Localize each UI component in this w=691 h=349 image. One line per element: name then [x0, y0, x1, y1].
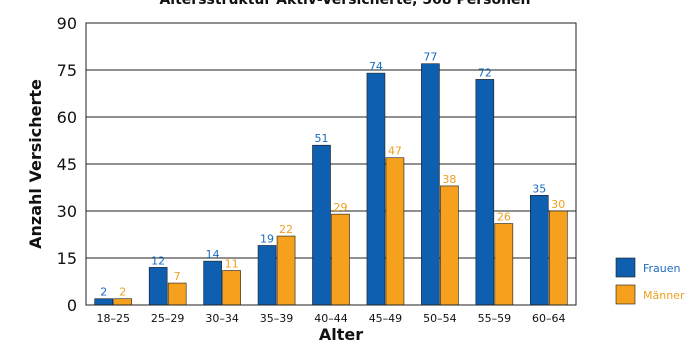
bar-frauen [475, 79, 495, 306]
data-labels: 2 2 12 7 14 11 19 22 51 29 74 47 77 38 72 26 35 30 [100, 51, 565, 299]
x-tick-label: 40–44 [314, 312, 348, 325]
legend-swatch [615, 257, 636, 278]
x-tick-label: 55–59 [478, 312, 512, 325]
y-axis-ticks: 0 15 30 45 60 75 90 [57, 14, 77, 315]
x-axis-ticks: 18–25 25–29 30–34 35–39 40–44 45–49 50–54 55–59… [96, 312, 565, 325]
x-axis-title: Alter [319, 325, 363, 344]
bar-frauen [148, 267, 168, 306]
bar-maenner [113, 298, 133, 306]
bar-maenner [548, 210, 568, 306]
data-label: 72 [478, 66, 492, 79]
y-axis-title: Anzahl Versicherte [26, 79, 45, 249]
data-label: 12 [151, 254, 165, 267]
bar-maenner [385, 157, 405, 306]
data-label: 35 [532, 182, 546, 195]
gridlines [86, 69, 576, 259]
data-label: 14 [206, 248, 220, 261]
bar-frauen [529, 195, 549, 306]
bar-frauen [421, 63, 440, 306]
bar-maenner [276, 235, 296, 306]
data-label: 19 [260, 232, 274, 245]
y-tick-label: 15 [57, 249, 77, 268]
data-label: 47 [388, 145, 402, 158]
x-tick-label: 30–34 [205, 312, 239, 325]
plot-area-frame [85, 22, 577, 306]
data-label: 29 [334, 201, 348, 214]
legend-swatch [615, 284, 636, 305]
bar-frauen [203, 260, 222, 306]
bar-frauen [312, 144, 331, 306]
chart-title: Altersstruktur Aktiv-Versicherte, 508 Pe… [159, 0, 530, 8]
legend-label: Männer [643, 289, 685, 302]
bar-maenner [440, 185, 459, 306]
data-label: 2 [100, 286, 107, 299]
data-label: 77 [423, 51, 437, 64]
y-tick-label: 45 [57, 155, 77, 174]
bar-maenner [494, 223, 514, 306]
x-tick-label: 45–49 [369, 312, 403, 325]
data-label: 22 [279, 223, 293, 236]
legend: Frauen Männer [615, 257, 685, 305]
data-label: 7 [174, 270, 181, 283]
bar-maenner [167, 282, 187, 306]
x-tick-label: 18–25 [96, 312, 130, 325]
y-tick-label: 60 [57, 108, 77, 127]
data-label: 26 [497, 211, 511, 224]
bar-maenner [222, 270, 241, 306]
data-label: 30 [551, 198, 565, 211]
x-tick-label: 50–54 [423, 312, 457, 325]
bar-frauen [257, 245, 277, 306]
data-label: 38 [442, 173, 456, 186]
y-tick-label: 75 [57, 61, 77, 80]
bar-frauen [94, 298, 114, 306]
bars [94, 63, 568, 306]
data-label: 11 [225, 258, 239, 271]
x-tick-label: 60–64 [532, 312, 566, 325]
y-tick-label: 30 [57, 202, 77, 221]
y-tick-label: 0 [67, 296, 77, 315]
data-label: 2 [119, 286, 126, 299]
y-tick-label: 90 [57, 14, 77, 33]
bar-frauen [366, 72, 386, 306]
x-tick-label: 25–29 [151, 312, 185, 325]
legend-label: Frauen [643, 262, 681, 275]
data-label: 51 [315, 132, 329, 145]
bar-maenner [331, 213, 350, 306]
data-label: 74 [369, 60, 383, 73]
x-tick-label: 35–39 [260, 312, 294, 325]
